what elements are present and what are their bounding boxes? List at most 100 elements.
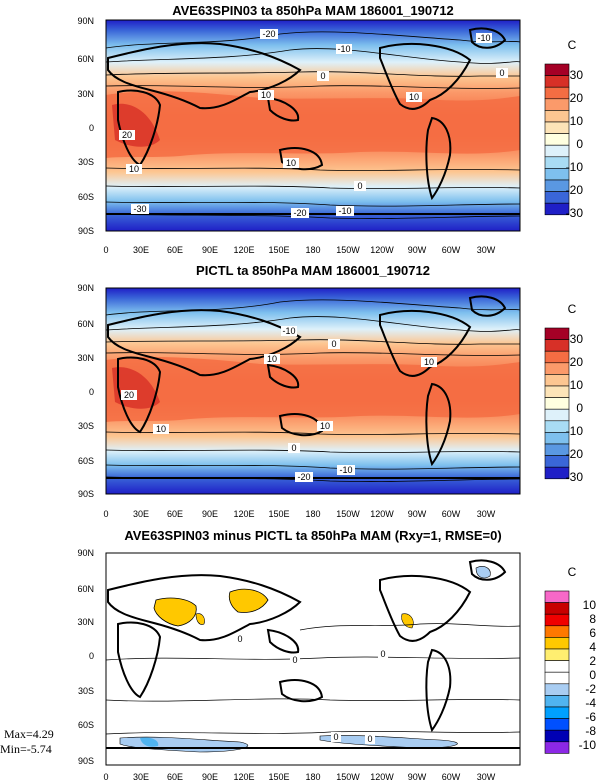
colorbar-swatch xyxy=(544,671,570,685)
x-tick: 60W xyxy=(442,245,461,255)
colorbar-swatch xyxy=(544,613,570,627)
y-tick: 60N xyxy=(77,54,94,64)
colorbar-swatches xyxy=(544,590,570,754)
panel-3-map xyxy=(106,553,520,765)
colorbar-swatch xyxy=(544,466,570,480)
colorbar-swatch xyxy=(544,144,570,158)
x-tick: 90E xyxy=(202,245,218,255)
x-tick: 60E xyxy=(167,772,183,782)
contour-label: 10 xyxy=(286,158,296,168)
colorbar-swatch xyxy=(544,637,570,650)
contour-label: -20 xyxy=(297,472,310,482)
panel-3-title: AVE63SPIN03 minus PICTL ta 850hPa MAM (R… xyxy=(124,528,501,543)
y-tick: 30N xyxy=(77,617,94,627)
contour-label: 0 xyxy=(237,634,242,644)
panel-3: AVE63SPIN03 minus PICTL ta 850hPa MAM (R… xyxy=(0,528,596,782)
colorbar-unit: C xyxy=(568,565,577,579)
colorbar-label: -30 xyxy=(566,206,584,220)
y-tick: 60S xyxy=(78,192,94,202)
colorbar-unit: C xyxy=(568,302,577,316)
x-tick: 90W xyxy=(408,245,427,255)
panel-3-colorbar: C 10 8 6 4 2 0 -2 -4 -6 -8 -10 xyxy=(544,565,597,754)
x-tick: 90W xyxy=(408,772,427,782)
x-tick: 150E xyxy=(268,772,289,782)
colorbar-swatch xyxy=(544,602,570,615)
min-stat: Min=-5.74 xyxy=(0,742,52,756)
max-stat: Max=4.29 xyxy=(4,727,54,741)
colorbar-swatch xyxy=(544,63,570,76)
colorbar-label: 20 xyxy=(570,91,584,105)
panel-1-contour-labels: -20 -10 -10 0 0 10 10 20 10 10 0 -30 -20… xyxy=(119,29,508,218)
colorbar-label: 0 xyxy=(576,137,583,151)
colorbar-label: -10 xyxy=(566,424,584,438)
x-tick: 120W xyxy=(370,509,394,519)
x-tick: 60E xyxy=(167,245,183,255)
contour-label: 10 xyxy=(129,164,139,174)
y-tick: 90N xyxy=(77,283,94,293)
y-tick: 90S xyxy=(78,226,94,236)
y-tick: 60S xyxy=(78,456,94,466)
y-tick: 90S xyxy=(78,489,94,499)
colorbar-labels: 30 20 10 0 -10 -20 -30 xyxy=(566,68,584,220)
colorbar-label: 0 xyxy=(576,401,583,415)
y-tick: 30N xyxy=(77,353,94,363)
x-tick: 120E xyxy=(233,772,254,782)
colorbar-label: -8 xyxy=(585,724,596,738)
colorbar-swatch xyxy=(544,718,570,731)
colorbar-label: 10 xyxy=(570,378,584,392)
colorbar-swatches xyxy=(544,63,570,216)
panel-1-y-axis: 90N 60N 30N 0 30S 60S 90S xyxy=(77,16,94,236)
x-tick: 30W xyxy=(477,772,496,782)
x-tick: 120W xyxy=(370,772,394,782)
contour-label: 0 xyxy=(291,443,296,453)
colorbar-swatch xyxy=(544,385,570,398)
panel-2-x-axis: 0 30E 60E 90E 120E 150E 180 150W 120W 90… xyxy=(103,509,495,519)
x-tick: 150E xyxy=(268,245,289,255)
x-tick: 180 xyxy=(305,245,320,255)
colorbar-swatch xyxy=(544,202,570,216)
colorbar-label: 0 xyxy=(589,668,596,682)
panel-2-y-axis: 90N 60N 30N 0 30S 60S 90S xyxy=(77,283,94,499)
colorbar-swatch xyxy=(544,327,570,340)
contour-label: -30 xyxy=(133,204,146,214)
y-tick: 60N xyxy=(77,319,94,329)
colorbar-label: 4 xyxy=(589,640,596,654)
x-tick: 30E xyxy=(133,245,149,255)
panel-2: PICTL ta 850hPa MAM 186001_190712 xyxy=(77,263,583,519)
colorbar-swatch xyxy=(544,408,570,422)
x-tick: 30E xyxy=(133,772,149,782)
x-tick: 60E xyxy=(167,509,183,519)
x-tick: 90E xyxy=(202,509,218,519)
colorbar-swatch xyxy=(544,75,570,88)
colorbar-swatch xyxy=(544,86,570,100)
y-tick: 0 xyxy=(89,123,94,133)
colorbar-swatch xyxy=(544,660,570,673)
colorbar-swatch xyxy=(544,98,570,111)
colorbar-unit: C xyxy=(568,38,577,52)
y-tick: 60N xyxy=(77,584,94,594)
contour-label: -10 xyxy=(339,465,352,475)
colorbar-label: 10 xyxy=(583,598,597,612)
contour-label: 0 xyxy=(499,68,504,78)
y-tick: 30S xyxy=(78,421,94,431)
colorbar-label: 2 xyxy=(589,654,596,668)
colorbar-label: -20 xyxy=(566,447,584,461)
y-tick: 90N xyxy=(77,16,94,26)
colorbar-label: 8 xyxy=(589,612,596,626)
contour-label: 10 xyxy=(409,92,419,102)
x-tick: 60W xyxy=(442,509,461,519)
contour-label: 0 xyxy=(292,655,297,665)
x-tick: 120E xyxy=(233,245,254,255)
colorbar-label: -4 xyxy=(585,696,596,710)
colorbar-swatch xyxy=(544,374,570,387)
colorbar-label: -2 xyxy=(585,682,596,696)
y-tick: 30S xyxy=(78,686,94,696)
contour-label: -10 xyxy=(337,44,350,54)
contour-label: 10 xyxy=(320,421,330,431)
x-tick: 0 xyxy=(103,245,108,255)
colorbar-swatch xyxy=(544,362,570,375)
x-tick: 0 xyxy=(103,509,108,519)
contour-label: 0 xyxy=(331,339,336,349)
colorbar-swatch xyxy=(544,397,570,410)
panel-2-colorbar: C 30 20 10 0 -10 -20 -30 xyxy=(544,302,584,484)
